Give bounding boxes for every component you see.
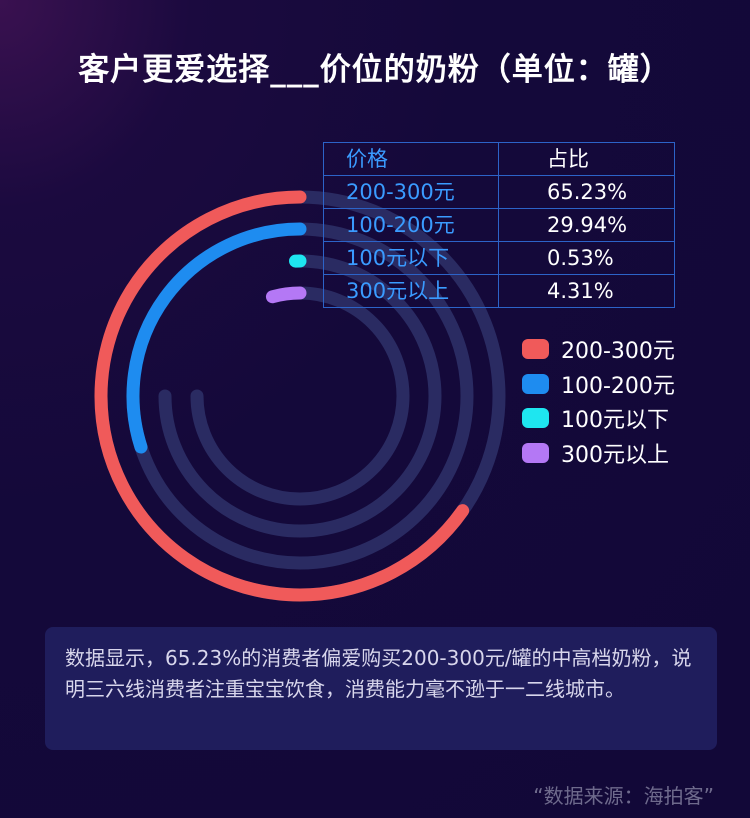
chart-legend: 200-300元 100-200元 100元以下 300元以上 <box>522 332 675 470</box>
table-cell-share: 0.53% <box>498 241 675 275</box>
legend-item: 200-300元 <box>522 332 675 367</box>
table-header-row: 价格 占比 <box>323 142 675 176</box>
legend-swatch <box>522 339 549 360</box>
legend-swatch <box>522 442 549 463</box>
data-table: 价格 占比 200-300元 65.23% 100-200元 29.94% 10… <box>323 142 675 308</box>
legend-item: 300元以上 <box>522 436 675 471</box>
table-row: 300元以上 4.31% <box>323 274 675 308</box>
table-cell-price: 100元以下 <box>323 241 499 275</box>
ring-bar-2 <box>126 222 307 454</box>
table-cell-share: 4.31% <box>498 274 675 308</box>
data-source: “数据来源：海拍客” <box>533 784 714 808</box>
legend-swatch <box>522 408 549 429</box>
ring-track <box>190 286 410 506</box>
table-row: 200-300元 65.23% <box>323 175 675 209</box>
table-row: 100元以下 0.53% <box>323 241 675 275</box>
table-row: 100-200元 29.94% <box>323 208 675 242</box>
ring-bar-1 <box>94 190 470 602</box>
table-cell-share: 29.94% <box>498 208 675 242</box>
table-header-price: 价格 <box>323 142 499 176</box>
table-cell-price: 100-200元 <box>323 208 499 242</box>
legend-label: 200-300元 <box>561 339 675 365</box>
chart-title: 客户更爱选择___价位的奶粉（单位：罐） <box>78 52 672 88</box>
legend-swatch <box>522 373 549 394</box>
ring-bar-4 <box>265 286 307 304</box>
legend-item: 100元以下 <box>522 401 675 436</box>
legend-item: 100-200元 <box>522 367 675 402</box>
legend-label: 300元以上 <box>561 442 669 468</box>
table-cell-price: 200-300元 <box>323 175 499 209</box>
table-cell-price: 300元以上 <box>323 274 499 308</box>
legend-label: 100元以下 <box>561 408 669 434</box>
table-header-share: 占比 <box>498 142 675 176</box>
legend-label: 100-200元 <box>561 373 675 399</box>
table-cell-share: 65.23% <box>498 175 675 209</box>
summary-note: 数据显示，65.23%的消费者偏爱购买200-300元/罐的中高档奶粉，说明三六… <box>45 627 717 750</box>
